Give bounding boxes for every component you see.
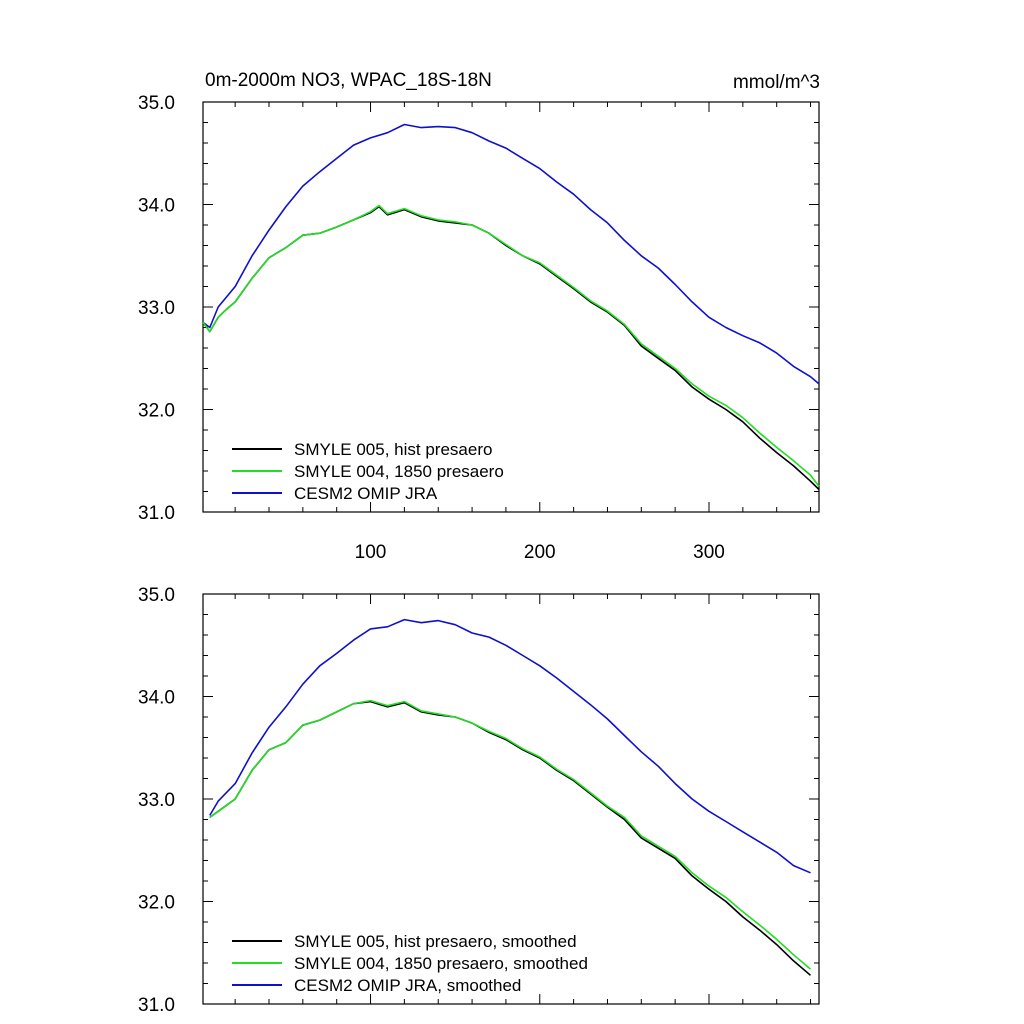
top-legend: SMYLE 005, hist presaero SMYLE 004, 1850 …	[232, 440, 504, 503]
y-tick-label: 34.0	[138, 688, 175, 709]
top-panel-title: 0m-2000m NO3, WPAC_18S-18N	[205, 70, 492, 91]
y-tick-label: 35.0	[138, 585, 175, 606]
legend-label-0: SMYLE 005, hist presaero, smoothed	[294, 932, 577, 951]
legend-label-1: SMYLE 004, 1850 presaero, smoothed	[294, 954, 588, 973]
series-line-1	[202, 204, 820, 487]
y-tick-label: 32.0	[138, 401, 175, 422]
series-line-2	[209, 618, 811, 874]
bottom-panel: 31.0 32.0 33.0 34.0 35.0 SMYLE 005, hist pre…	[138, 585, 820, 1016]
y-tick-label: 33.0	[138, 298, 175, 319]
y-tick-label: 34.0	[138, 196, 175, 217]
top-axes-ticks: 31.0 32.0 33.0 34.0 35.0 100 200 300	[138, 93, 819, 563]
top-panel: 0m-2000m NO3, WPAC_18S-18N mmol/m^3 31.0…	[138, 70, 820, 563]
legend-label-2: CESM2 OMIP JRA	[294, 484, 438, 503]
y-tick-label: 35.0	[138, 93, 175, 114]
bottom-axes-ticks: 31.0 32.0 33.0 34.0 35.0	[138, 585, 819, 1016]
legend-label-0: SMYLE 005, hist presaero	[294, 440, 492, 459]
bottom-series-lines	[209, 618, 812, 976]
x-tick-label: 100	[355, 542, 387, 563]
series-line-2	[202, 123, 820, 385]
top-series-lines	[202, 123, 820, 491]
x-tick-label: 300	[693, 542, 725, 563]
y-tick-label: 31.0	[138, 503, 175, 524]
bottom-legend: SMYLE 005, hist presaero, smoothed SMYLE …	[232, 932, 588, 995]
legend-label-1: SMYLE 004, 1850 presaero	[294, 462, 504, 481]
y-tick-label: 32.0	[138, 893, 175, 914]
legend-label-2: CESM2 OMIP JRA, smoothed	[294, 976, 521, 995]
x-tick-label: 200	[524, 542, 556, 563]
y-tick-label: 31.0	[138, 995, 175, 1016]
y-tick-label: 33.0	[138, 790, 175, 811]
series-line-1	[209, 699, 812, 970]
top-panel-units: mmol/m^3	[733, 72, 820, 93]
